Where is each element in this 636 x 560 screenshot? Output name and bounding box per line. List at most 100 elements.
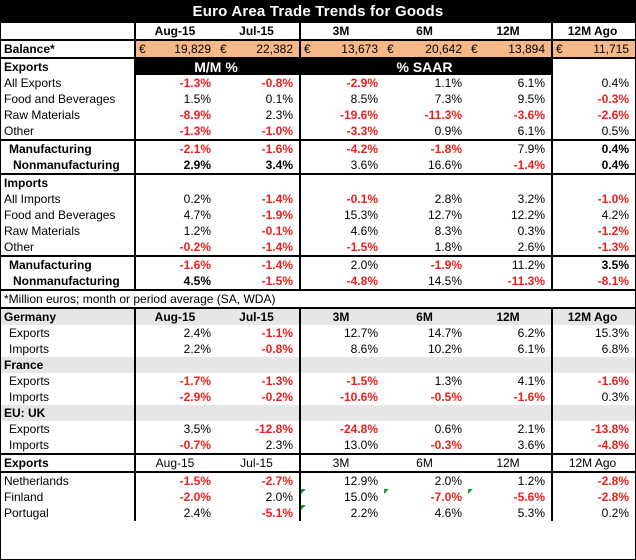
row-label: Other — [4, 240, 35, 254]
balance-value: 11,715 — [593, 42, 629, 56]
value-cell: 0.5% — [551, 123, 635, 140]
value-cell: 0.4% — [551, 157, 635, 174]
value-cell: 0.2% — [134, 191, 217, 207]
value-cell: 1.2% — [134, 223, 217, 239]
column-header: 12M — [468, 307, 552, 325]
value-cell: 2.3% — [217, 107, 301, 123]
value-cell: 2.4% — [134, 325, 217, 341]
value-cell: 12.9% — [300, 471, 384, 489]
blank-cell — [384, 357, 468, 373]
value-cell: -1.8% — [384, 139, 468, 157]
import-row: Manufacturing -1.6% -1.4% 2.0% -1.9% 11.2% 3.5… — [1, 255, 635, 273]
value-cell: -1.3% — [134, 123, 217, 140]
value-cell: -0.2% — [217, 389, 301, 405]
blank-cell — [134, 173, 217, 191]
balance-value: 13,673 — [341, 42, 378, 56]
value-cell: -10.6% — [339, 390, 378, 404]
value-cell: -12.8% — [217, 421, 301, 437]
value-cell: 4.5% — [134, 273, 217, 290]
value-cell: -1.3% — [551, 239, 635, 256]
export-row: Manufacturing -2.1% -1.6% -4.2% -1.8% 7.9% 0.4… — [1, 139, 635, 157]
row-label: Manufacturing — [1, 255, 135, 273]
value-cell: 10.2% — [427, 342, 462, 356]
export-row: All Exports -1.3% -0.8% -2.9% 1.1% 6.1% 0.4% — [1, 75, 635, 91]
value-cell: 1.2% — [468, 471, 552, 489]
row-label: Exports — [9, 326, 50, 340]
value-cell: 12.7% — [427, 208, 462, 222]
value-cell: -1.6% — [513, 390, 545, 404]
row-label: Nonmanufacturing — [13, 158, 120, 172]
value-cell: 0.4% — [551, 75, 635, 91]
value-cell: -0.1% — [346, 192, 378, 206]
value-cell: -8.9% — [134, 107, 217, 123]
value-cell: 12.7% — [343, 326, 378, 340]
column-header: Aug-15 — [134, 453, 217, 472]
value-cell: -1.5% — [134, 471, 217, 489]
value-cell: -0.7% — [134, 437, 217, 454]
value-cell: 3.2% — [517, 192, 545, 206]
row-label: Imports — [9, 390, 50, 404]
currency-symbol: € — [556, 42, 563, 56]
value-cell: -0.1% — [217, 223, 301, 239]
value-cell: -2.0% — [134, 489, 217, 505]
dest-header-row: Exports Aug-15 Jul-15 3M 6M 12M 12M Ago — [1, 453, 635, 472]
value-cell: 12.2% — [510, 208, 545, 222]
value-cell: 11.2% — [468, 255, 552, 273]
value-cell: -5.6% — [468, 489, 552, 505]
value-cell: -2.9% — [346, 76, 378, 90]
column-header: Jul-15 — [217, 23, 301, 40]
column-header: 12M Ago — [551, 307, 635, 325]
value-cell: -1.5% — [346, 374, 378, 388]
value-cell: 8.6% — [350, 342, 378, 356]
balance-value: 13,894 — [508, 42, 545, 56]
value-cell: 8.3% — [434, 224, 462, 238]
value-cell: -1.3% — [134, 75, 217, 91]
value-cell: 2.2% — [134, 341, 217, 357]
value-cell: -1.2% — [551, 223, 635, 239]
row-label: Imports — [9, 438, 50, 452]
value-cell: 14.7% — [427, 326, 462, 340]
value-cell: 7.9% — [468, 139, 552, 157]
currency-symbol: € — [139, 42, 146, 56]
balance-cell: €19,829 — [134, 39, 217, 58]
value-cell: 6.1% — [517, 124, 545, 138]
value-cell: 0.6% — [434, 422, 462, 436]
value-cell: -2.8% — [551, 471, 635, 489]
trade-table: Aug-15 Jul-15 3M 6M 12M 12M Ago Balance* €19,82… — [1, 23, 635, 521]
value-cell: 2.9% — [134, 157, 217, 174]
value-cell: -0.3% — [430, 438, 462, 452]
value-cell: 2.8% — [434, 192, 462, 206]
value-cell: 4.7% — [134, 207, 217, 223]
value-cell: -3.6% — [513, 108, 545, 122]
country-imports-row: Imports 2.2% -0.8% 8.6% 10.2% 6.1% 6.8% — [1, 341, 635, 357]
import-row: Nonmanufacturing 4.5% -1.5% -4.8% 14.5% -11.3… — [1, 273, 635, 290]
value-cell: -4.2% — [300, 139, 384, 157]
value-cell: 6.1% — [517, 342, 545, 356]
value-cell: 4.6% — [350, 224, 378, 238]
export-row: Food and Beverages 1.5% 0.1% 8.5% 7.3% 9.5% -0… — [1, 91, 635, 107]
value-cell: 1.1% — [434, 76, 462, 90]
balance-cell: €13,894 — [468, 39, 552, 58]
blank-cell — [300, 173, 384, 191]
column-header: 12M Ago — [551, 453, 635, 472]
dest-section-label: Exports — [1, 453, 135, 472]
value-cell: -2.9% — [134, 389, 217, 405]
balance-cell: €13,673 — [300, 39, 384, 58]
value-cell: 0.3% — [517, 224, 545, 238]
column-header-row: Aug-15 Jul-15 3M 6M 12M 12M Ago — [1, 23, 635, 40]
value-cell: -1.6% — [217, 139, 301, 157]
value-cell: -13.8% — [551, 421, 635, 437]
value-cell: -0.8% — [217, 75, 301, 91]
value-cell: -1.7% — [134, 373, 217, 389]
value-cell: -1.9% — [217, 207, 301, 223]
balance-value: 19,829 — [174, 42, 211, 56]
column-header: 6M — [384, 453, 468, 472]
value-cell: 1.5% — [134, 91, 217, 107]
value-cell: -5.1% — [217, 505, 301, 521]
row-label: Other — [4, 124, 35, 138]
value-cell: -1.3% — [217, 373, 301, 389]
balance-row: Balance* €19,829 €22,382 €13,673 €20,642 €13,… — [1, 39, 635, 58]
blank-cell — [551, 357, 635, 373]
value-cell: 3.5% — [551, 255, 635, 273]
country-name: EU: UK — [1, 405, 135, 421]
